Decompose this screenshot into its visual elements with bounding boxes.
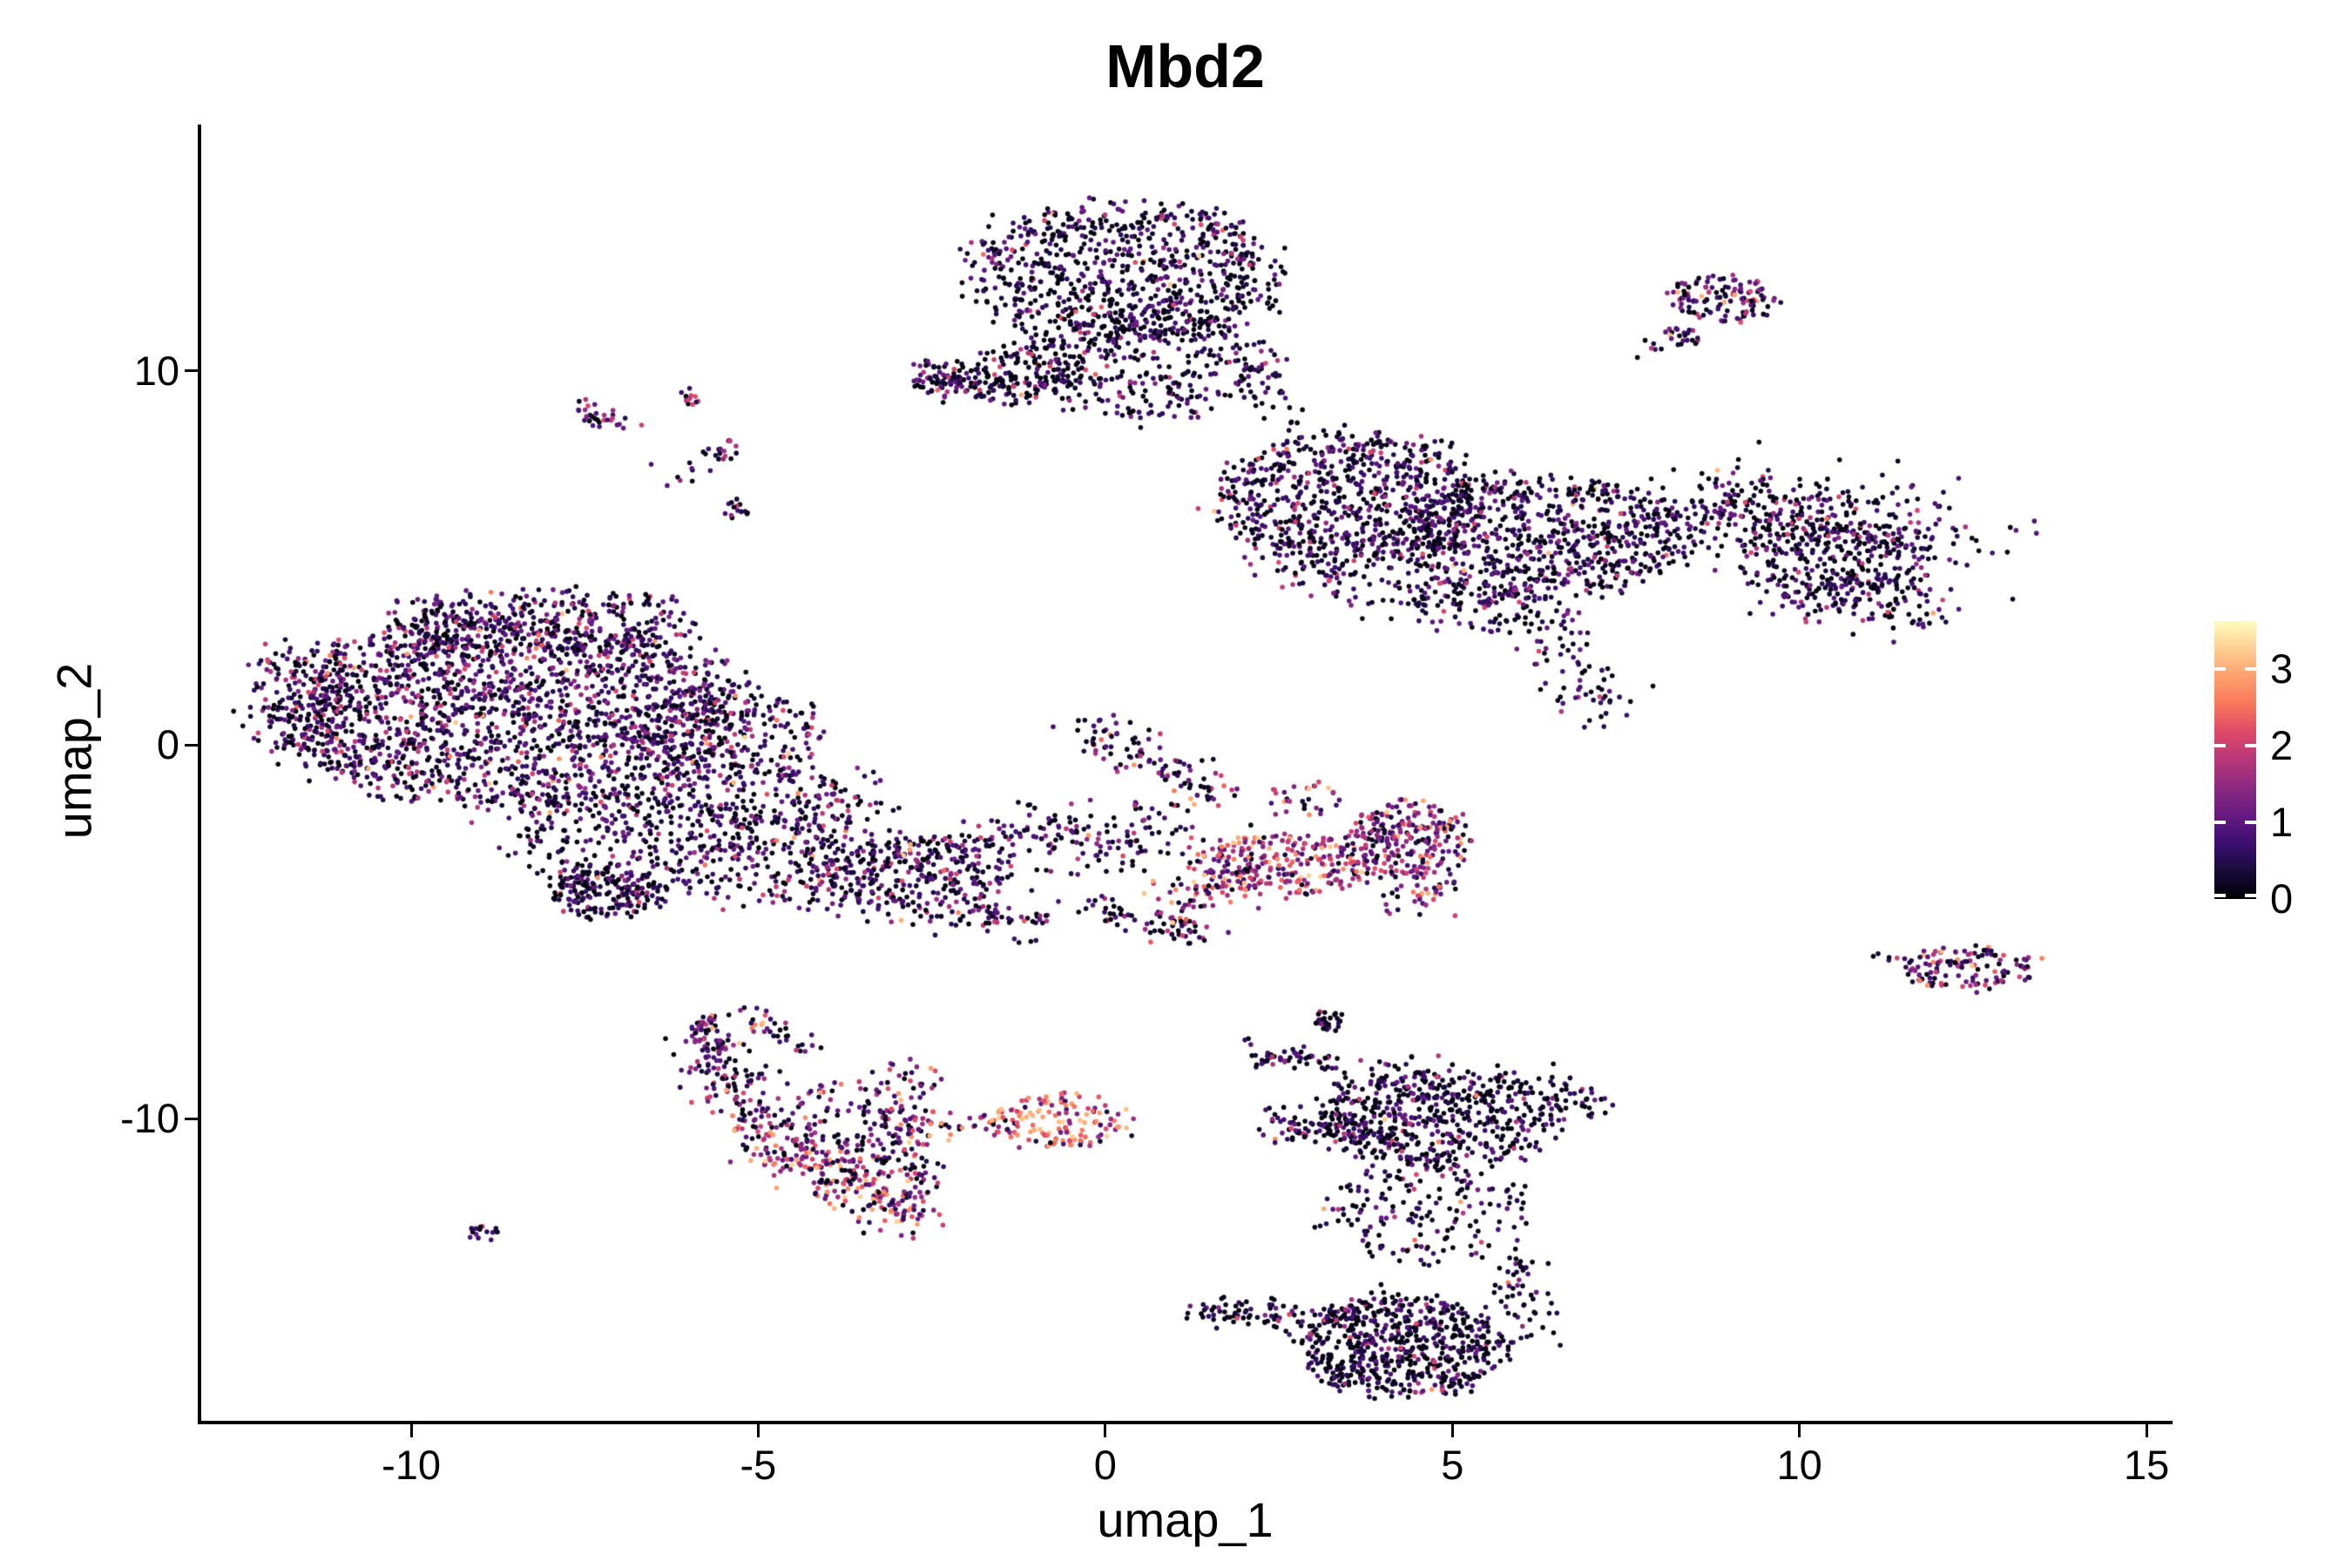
x-axis-title: umap_1 [1097,1492,1274,1547]
x-tick-label: 0 [1093,1442,1117,1488]
colorbar-tick-mark [2245,744,2256,748]
colorbar-tick-mark [2245,821,2256,825]
x-tick-mark [1798,1424,1801,1437]
x-tick-mark [2145,1424,2148,1437]
colorbar-tick-mark [2214,667,2226,672]
y-axis-line [198,125,201,1424]
y-tick-label: 10 [133,347,179,394]
y-tick-label: -10 [120,1095,179,1142]
colorbar-tick-mark [2245,667,2256,672]
colorbar-tick-mark [2214,744,2226,748]
y-tick-mark [185,369,198,373]
x-tick-label: -5 [740,1442,777,1488]
x-tick-mark [756,1424,760,1437]
colorbar-tick-label: 2 [2270,722,2294,769]
colorbar-gradient [2214,621,2256,899]
colorbar-tick-label: 1 [2270,799,2294,846]
y-tick-mark [185,743,198,747]
colorbar-tick-mark [2214,894,2226,897]
x-tick-mark [409,1424,413,1437]
colorbar-tick-label: 3 [2270,645,2294,693]
y-tick-label: 0 [156,721,179,768]
x-tick-label: -10 [382,1442,441,1488]
x-axis-line [198,1421,2173,1424]
colorbar-tick-mark [2245,894,2256,897]
x-tick-label: 15 [2123,1442,2170,1488]
x-tick-mark [1104,1424,1107,1437]
x-tick-mark [1450,1424,1454,1437]
y-axis-title: umap_2 [46,662,102,840]
x-tick-label: 10 [1776,1442,1822,1488]
colorbar-tick-mark [2214,821,2226,825]
colorbar-tick-label: 0 [2270,875,2294,922]
y-tick-mark [185,1117,198,1120]
x-tick-label: 5 [1441,1442,1464,1488]
